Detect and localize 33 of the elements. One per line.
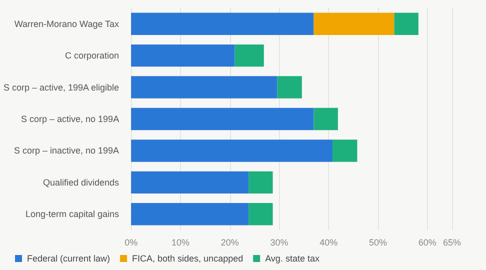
y-tick-label: Qualified dividends [43,177,120,188]
bar [131,76,278,98]
y-tick-label: Warren-Morano Wage Tax [14,18,120,29]
x-tick-label: 65% [442,238,462,248]
x-tick-label: 50% [368,238,387,248]
bar [131,203,249,226]
x-tick-label: 40% [320,238,338,248]
bar [314,108,338,130]
y-tick-label: S corp – active, no 199A [21,114,120,124]
legend-label: Federal (current law) [27,254,110,264]
y-tick-label: Long-term capital gains [26,209,120,220]
x-tick-label: 30% [270,238,288,248]
bar [234,44,264,67]
bar [332,140,358,162]
y-tick-label: C corporation [65,50,120,61]
bar [131,140,333,162]
x-tick-label: 60% [418,238,436,248]
bar [131,108,314,130]
bar [131,171,249,194]
x-tick-label: 10% [171,238,190,248]
y-tick-label: S corp – inactive, no 199A [14,146,120,156]
legend-label: FICA, both sides, uncapped [132,254,244,264]
y-tick-label: S corp – active, 199A eligible [3,82,120,92]
bar [277,76,302,98]
bar [248,203,273,226]
bar [131,44,235,67]
x-tick-label: 0% [124,238,138,248]
bar [131,12,314,35]
x-tick-label: 20% [220,238,239,248]
legend-label: Avg. state tax [265,254,320,264]
bar [314,12,394,35]
bar [394,12,418,35]
bar [248,171,273,194]
